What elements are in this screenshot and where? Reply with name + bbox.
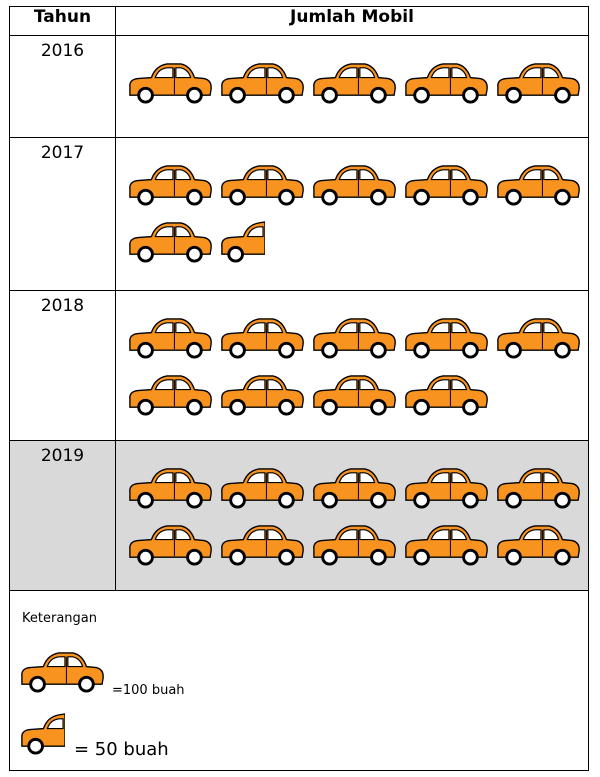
- legend-half-car-icon: [18, 709, 65, 756]
- row-2017: 2017: [9, 137, 589, 291]
- car-icon: [310, 58, 398, 105]
- legend-full-label: =100 buah: [112, 683, 185, 698]
- legend-half-label: = 50 buah: [74, 739, 169, 760]
- car-icon: [402, 520, 490, 567]
- car-icon: [126, 160, 214, 207]
- car-icon: [494, 313, 582, 360]
- row-2019: 2019: [9, 440, 589, 591]
- legend-title: Keterangan: [22, 611, 97, 626]
- car-icon: [310, 313, 398, 360]
- half-car-icon: [218, 217, 265, 264]
- car-icon: [126, 520, 214, 567]
- car-icon: [402, 370, 490, 417]
- car-icon: [218, 370, 306, 417]
- car-icon: [402, 313, 490, 360]
- legend-box: Keterangan =100 buah = 50 buah: [9, 591, 589, 771]
- year-label: 2016: [9, 35, 116, 138]
- car-icon: [126, 217, 214, 264]
- car-icon: [402, 463, 490, 510]
- car-icon: [310, 160, 398, 207]
- car-icon: [126, 463, 214, 510]
- year-label: 2017: [9, 137, 116, 291]
- car-icon: [310, 520, 398, 567]
- car-icon: [310, 463, 398, 510]
- car-icon: [494, 58, 582, 105]
- car-icon: [218, 313, 306, 360]
- car-icon: [494, 160, 582, 207]
- header-jumlah-mobil: Jumlah Mobil: [115, 6, 589, 36]
- legend-full-car-icon: [18, 647, 106, 694]
- car-icon: [218, 463, 306, 510]
- year-label: 2019: [9, 440, 116, 591]
- car-icon: [494, 520, 582, 567]
- car-icon: [402, 160, 490, 207]
- car-icon: [218, 160, 306, 207]
- car-icon: [218, 58, 306, 105]
- car-icon: [218, 520, 306, 567]
- car-cell: [115, 290, 589, 441]
- car-icon: [126, 58, 214, 105]
- year-label: 2018: [9, 290, 116, 441]
- car-icon: [402, 58, 490, 105]
- pictograph-table: Tahun Jumlah Mobil 2016 2017 2018 2019: [9, 6, 589, 591]
- car-icon: [126, 370, 214, 417]
- car-cell: [115, 137, 589, 291]
- car-icon: [310, 370, 398, 417]
- car-cell: [115, 35, 589, 138]
- row-2016: 2016: [9, 35, 589, 138]
- row-2018: 2018: [9, 290, 589, 441]
- header-tahun: Tahun: [9, 6, 116, 36]
- car-cell: [115, 440, 589, 591]
- car-icon: [126, 313, 214, 360]
- car-icon: [494, 463, 582, 510]
